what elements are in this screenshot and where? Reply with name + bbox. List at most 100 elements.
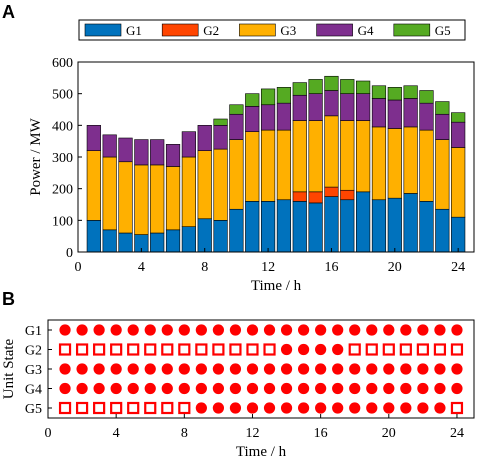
- state-on-g5-t10: [212, 402, 224, 414]
- bar-g3-t12: [260, 129, 276, 202]
- state-on-g1-t9: [195, 324, 207, 336]
- unit-label-g3: G3: [25, 363, 42, 378]
- state-on-g2-t17: [332, 343, 344, 356]
- state-on-g3-t17: [332, 363, 344, 375]
- x-tick-label-b: 16: [314, 426, 328, 441]
- state-on-g1-t23: [434, 324, 446, 336]
- legend-label-g5: G5: [435, 23, 451, 38]
- bar-g3-t13: [276, 129, 292, 201]
- bar-g1-t16: [324, 196, 339, 253]
- bar-g3-t10: [229, 139, 244, 210]
- state-on-g1-t13: [263, 324, 276, 336]
- bar-g4-t19: [371, 98, 387, 128]
- state-on-g5-t15: [298, 402, 310, 414]
- state-on-g4-t24: [451, 382, 463, 395]
- state-on-g4-t5: [127, 382, 139, 395]
- state-on-g4-t16: [315, 382, 327, 395]
- state-on-g5-t16: [315, 402, 327, 414]
- bar-g4-t8: [197, 125, 212, 151]
- bar-g3-t23: [435, 139, 450, 210]
- state-on-g3-t13: [263, 363, 276, 375]
- state-on-g5-t14: [280, 402, 293, 414]
- bar-g5-t22: [419, 90, 434, 104]
- x-tick-label-a: 8: [201, 260, 208, 275]
- y-tick-label-a: 300: [52, 151, 73, 166]
- state-on-g3-t11: [229, 363, 242, 375]
- y-tick-label-a: 200: [52, 183, 73, 198]
- bar-g1-t24: [451, 216, 466, 253]
- state-on-g3-t2: [76, 363, 88, 375]
- state-on-g3-t9: [195, 363, 207, 375]
- bar-g2-t15: [308, 191, 323, 204]
- state-on-g4-t8: [178, 382, 190, 395]
- state-on-g3-t20: [383, 363, 395, 375]
- state-off-g5-t1: [58, 401, 72, 415]
- bar-g5-t19: [371, 85, 387, 99]
- state-on-g4-t14: [280, 382, 293, 395]
- bar-g3-t2: [102, 156, 117, 231]
- state-on-g1-t6: [144, 324, 156, 336]
- y-tick-label-a: 400: [52, 119, 73, 134]
- x-axis-title-b: Time / h: [236, 444, 287, 460]
- bar-g1-t11: [245, 201, 260, 253]
- state-on-g2-t14: [280, 343, 293, 356]
- bar-g4-t4: [134, 139, 149, 166]
- bar-g3-t21: [403, 126, 418, 194]
- bar-g4-t16: [324, 90, 339, 117]
- state-off-g2-t1: [58, 343, 72, 356]
- state-on-g2-t15: [298, 343, 310, 356]
- bar-g3-t18: [356, 120, 371, 193]
- state-on-g4-t20: [383, 382, 395, 395]
- state-off-g5-t4: [110, 401, 123, 415]
- bar-g5-t12: [260, 88, 276, 106]
- bar-g4-t22: [419, 102, 434, 131]
- state-off-g2-t21: [399, 343, 412, 356]
- x-tick-label-a: 12: [261, 260, 275, 275]
- bar-g5-t11: [245, 93, 260, 107]
- bar-g1-t6: [165, 229, 181, 253]
- state-off-g2-t22: [416, 343, 429, 356]
- state-on-g1-t20: [383, 324, 395, 336]
- state-on-g3-t22: [417, 363, 429, 375]
- bar-g3-t5: [150, 164, 165, 234]
- state-on-g1-t10: [212, 324, 224, 336]
- state-on-g5-t18: [349, 402, 361, 414]
- chart-panel-a: 0 4 8 12 16 20 24 0 100 200 300 400 500 600 Time / h Po…: [28, 56, 475, 294]
- x-tick-label-b: 24: [450, 426, 464, 441]
- state-on-g1-t2: [76, 324, 88, 336]
- state-on-g5-t23: [434, 402, 446, 414]
- state-off-g5-t5: [127, 401, 140, 415]
- state-off-g2-t7: [161, 343, 174, 356]
- bar-g4-t10: [229, 113, 244, 140]
- state-on-g3-t1: [59, 363, 71, 375]
- state-on-g3-t18: [349, 363, 361, 375]
- state-off-g5-t24: [450, 401, 464, 415]
- x-tick-label-b: 0: [45, 426, 52, 441]
- bar-g1-t22: [419, 201, 434, 253]
- legend-panel-a: G1 G2 G3 G4 G5: [78, 19, 466, 41]
- state-off-g2-t18: [348, 343, 361, 356]
- state-on-g1-t15: [298, 324, 310, 336]
- state-on-g1-t21: [400, 324, 412, 336]
- state-on-g3-t19: [366, 363, 378, 375]
- y-tick-label-a: 500: [52, 88, 73, 103]
- x-tick-label-a: 0: [75, 260, 82, 275]
- state-off-g5-t6: [144, 401, 157, 415]
- legend-label-g3: G3: [280, 23, 296, 38]
- bar-g4-t12: [260, 104, 276, 131]
- bar-g3-t4: [134, 164, 149, 235]
- state-on-g1-t5: [127, 324, 139, 336]
- bar-g1-t20: [387, 197, 402, 253]
- state-on-g5-t17: [332, 402, 344, 414]
- state-on-g4-t21: [400, 382, 412, 395]
- state-on-g3-t8: [178, 363, 190, 375]
- bar-g1-t19: [371, 199, 387, 253]
- state-on-g4-t7: [161, 382, 173, 395]
- state-on-g4-t12: [246, 382, 259, 395]
- state-off-g2-t12: [246, 343, 259, 356]
- bar-g2-t16: [324, 186, 339, 197]
- state-off-g2-t4: [110, 343, 123, 356]
- bar-g5-t9: [213, 118, 228, 126]
- state-on-g4-t23: [434, 382, 446, 395]
- bar-g4-t5: [150, 139, 165, 166]
